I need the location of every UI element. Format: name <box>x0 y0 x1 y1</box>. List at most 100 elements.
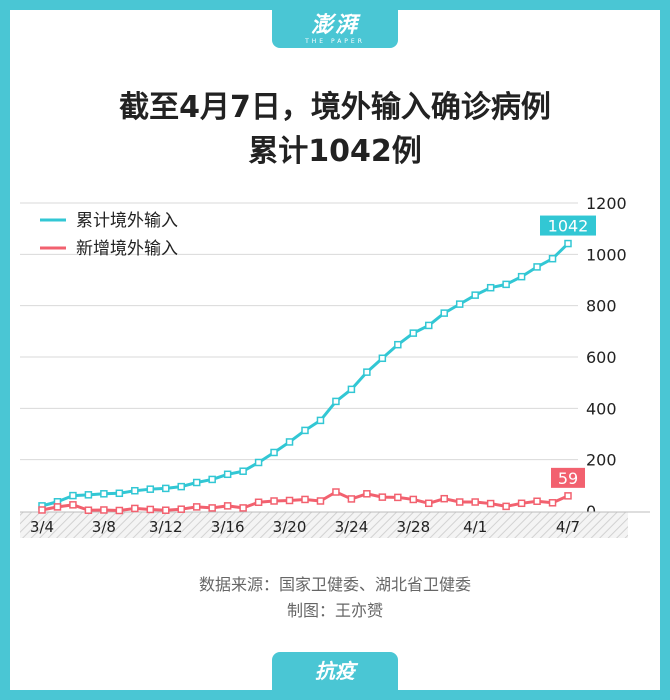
y-tick-label: 400 <box>586 399 617 418</box>
data-point <box>347 495 356 503</box>
brand-logo: 澎湃 THE PAPER <box>272 10 398 48</box>
data-point <box>363 368 371 376</box>
data-source: 数据来源：国家卫健委、湖北省卫健委 <box>198 575 471 594</box>
end-value-label: 1042 <box>548 217 589 236</box>
y-tick-label: 200 <box>586 451 617 470</box>
end-value-label: 59 <box>558 469 578 488</box>
y-tick-label: 600 <box>586 348 617 367</box>
data-point <box>332 488 340 496</box>
data-point <box>425 499 433 508</box>
data-point <box>455 300 464 308</box>
data-point <box>394 340 402 349</box>
series-line-1 <box>41 242 570 508</box>
data-point <box>409 329 418 337</box>
data-point <box>162 506 170 514</box>
x-tick-label: 3/8 <box>92 518 116 536</box>
data-point <box>239 504 247 512</box>
data-point <box>347 385 356 394</box>
data-point <box>548 499 557 507</box>
chart-footer: 数据来源：国家卫健委、湖北省卫健委 制图：王亦赟 <box>0 572 670 624</box>
data-point <box>471 291 479 299</box>
x-tick-label: 3/20 <box>273 518 307 536</box>
title-line-1: 截至4月7日，境外输入确诊病例 <box>119 90 551 125</box>
data-point <box>301 495 309 504</box>
data-point <box>363 490 371 498</box>
y-tick-label: 1000 <box>586 245 627 264</box>
data-point <box>517 272 526 281</box>
data-point <box>316 416 325 425</box>
data-point <box>440 494 448 503</box>
data-point <box>517 499 526 508</box>
data-point <box>239 467 247 475</box>
x-tick-label: 3/4 <box>30 518 54 536</box>
data-point <box>84 506 93 514</box>
data-point <box>131 486 139 495</box>
data-point <box>177 505 185 513</box>
infographic-card <box>10 10 660 690</box>
data-point <box>316 497 325 505</box>
data-point <box>502 502 510 511</box>
data-point <box>192 503 201 511</box>
legend-label: 累计境外输入 <box>76 211 178 231</box>
chart-credit: 制图：王亦赟 <box>286 601 383 620</box>
data-point <box>208 504 216 512</box>
data-point <box>270 448 278 457</box>
y-tick-label: 800 <box>586 297 617 316</box>
data-point <box>394 493 402 502</box>
data-point <box>38 506 46 514</box>
data-point <box>254 498 263 507</box>
data-point <box>486 499 495 508</box>
y-tick-label: 1200 <box>586 194 627 213</box>
title-line-2: 累计1042例 <box>248 134 422 169</box>
data-point <box>162 484 170 493</box>
end-value-box <box>551 467 585 488</box>
data-point <box>285 496 294 505</box>
data-point <box>115 489 124 498</box>
data-point <box>100 506 108 514</box>
x-axis-band <box>20 512 628 538</box>
data-point <box>53 503 62 511</box>
data-point <box>455 498 464 506</box>
data-point <box>100 490 108 498</box>
data-point <box>486 283 495 292</box>
data-point <box>84 491 93 499</box>
data-point <box>548 254 557 263</box>
data-point <box>409 495 418 504</box>
x-tick-label: 3/24 <box>335 518 369 536</box>
data-point <box>378 354 387 363</box>
data-point <box>564 492 572 500</box>
data-point <box>254 458 263 467</box>
data-point <box>270 497 278 505</box>
data-point <box>223 470 232 479</box>
x-tick-label: 4/7 <box>556 518 580 536</box>
data-point <box>440 309 448 317</box>
data-point <box>115 506 124 515</box>
x-tick-label: 4/1 <box>463 518 487 536</box>
data-point <box>285 438 294 446</box>
x-tick-label: 3/16 <box>211 518 245 536</box>
data-point <box>208 475 216 484</box>
data-point <box>177 482 185 491</box>
data-point <box>69 501 77 509</box>
data-point <box>146 505 155 514</box>
data-point <box>378 493 387 501</box>
page-title: 截至4月7日，境外输入确诊病例 累计1042例 <box>0 86 670 174</box>
x-tick-label: 3/12 <box>149 518 183 536</box>
legend-label: 新增境外输入 <box>76 239 178 259</box>
data-point <box>146 485 155 493</box>
data-point <box>69 491 77 500</box>
logo-subtext: THE PAPER <box>305 38 365 45</box>
x-tick-label: 3/28 <box>396 518 430 536</box>
data-point <box>223 502 232 510</box>
end-value-box <box>540 215 596 236</box>
data-point <box>471 498 479 506</box>
data-point <box>502 280 510 289</box>
data-point <box>301 426 309 435</box>
data-point <box>533 497 541 505</box>
data-point <box>564 239 572 248</box>
data-point <box>192 478 201 487</box>
logo-text: 澎湃 <box>310 12 359 38</box>
data-point <box>131 504 139 513</box>
data-point <box>332 397 340 406</box>
